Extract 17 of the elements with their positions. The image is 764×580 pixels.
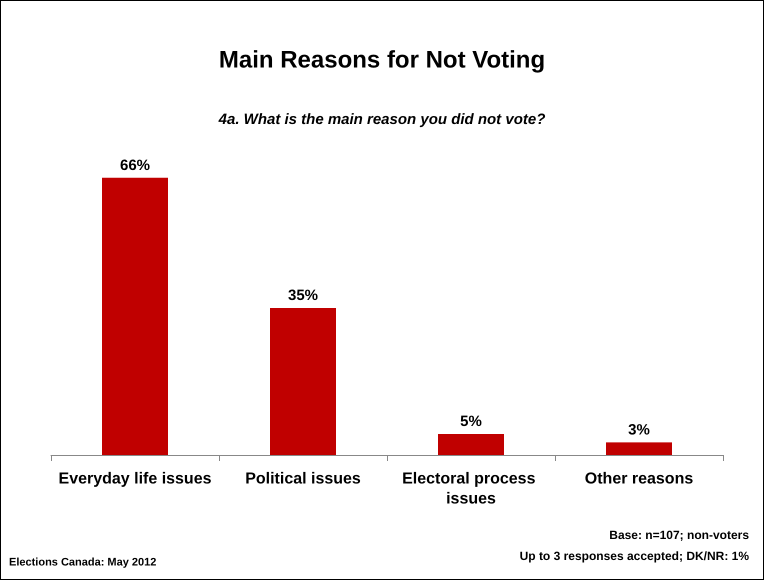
chart-title: Main Reasons for Not Voting bbox=[218, 46, 546, 74]
data-label: 35% bbox=[288, 287, 318, 304]
data-label: 66% bbox=[120, 156, 150, 174]
bar bbox=[606, 442, 672, 455]
data-label: 5% bbox=[460, 413, 482, 430]
bar bbox=[438, 434, 504, 455]
data-label: 3% bbox=[628, 421, 650, 438]
text: Up to 3 responses accepted; DK/NR: 1% bbox=[520, 549, 750, 563]
bar bbox=[270, 308, 336, 455]
x-tick-label: Political issues bbox=[245, 470, 361, 488]
x-tick-label: Other reasons bbox=[584, 470, 694, 488]
bar bbox=[102, 178, 168, 455]
x-tick-label: Electoral process issues bbox=[402, 470, 540, 508]
x-tick-label: Everyday life issues bbox=[58, 470, 212, 488]
text: Elections Canada: May 2012 bbox=[9, 556, 156, 568]
chart-subtitle: 4a. What is the main reason you did not vote? bbox=[218, 111, 546, 128]
text: Base: n=107; non-voters bbox=[609, 528, 750, 542]
